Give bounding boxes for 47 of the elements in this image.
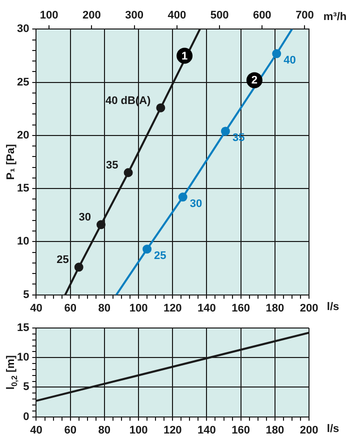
x-tick-label: 120 [163,424,182,436]
y-tick-label: 25 [16,76,30,88]
x-tick-label: 60 [64,302,76,314]
y-tick-label: 5 [23,288,30,301]
x-tick-label: 180 [266,302,284,314]
x2-tick-label: 100 [40,10,58,22]
y-tick-label: 10 [16,352,30,364]
x-tick-label: 40 [30,302,42,314]
x-tick-label: 100 [129,424,148,436]
y-tick-label: 0 [23,410,30,423]
y-tick-label: 30 [16,23,30,36]
annotation: 30 [78,212,92,224]
x2-tick-label: 700 [296,10,314,22]
y-tick-label: 15 [16,182,30,195]
x-tick-label: 40 [30,424,42,436]
x2-tick-label: 400 [168,10,186,22]
annotation: 1 [181,50,188,62]
x2-tick-label: 200 [82,10,101,22]
x-tick-label: 180 [266,424,284,436]
annotation: 25 [154,250,166,262]
x-axis-title: l/s [326,300,340,313]
x-tick-label: 200 [300,302,318,314]
x2-tick-label: 300 [125,10,144,22]
x-tick-label: 140 [198,424,216,436]
x-tick-label: 80 [98,302,111,314]
annotation: 30 [190,198,202,210]
y-tick-label: 5 [23,381,30,394]
x-tick-label: 200 [300,424,318,436]
x-tick-label: 160 [232,424,250,436]
x-tick-label: 80 [98,424,111,436]
x-tick-label: 160 [232,302,250,314]
annotation: 35 [106,160,118,172]
y-tick-label: 20 [16,129,30,142]
x2-tick-label: 600 [252,10,272,22]
x-tick-label: 120 [163,302,182,314]
y-tick-label: 10 [16,236,30,248]
annotation: 40 [284,54,296,67]
annotation: 2 [251,74,258,87]
x-tick-label: 100 [129,302,148,314]
y-tick-label: 15 [16,322,30,334]
x2-tick-label: 500 [210,10,229,22]
x-axis-title: l/s [326,422,340,435]
y-axis-title: P₁ [Pa] [5,144,18,180]
x-tick-label: 60 [64,424,76,436]
x-tick-label: 140 [198,302,216,314]
x2-axis-title: m³/h [323,11,347,24]
annotation: 25 [56,254,69,266]
